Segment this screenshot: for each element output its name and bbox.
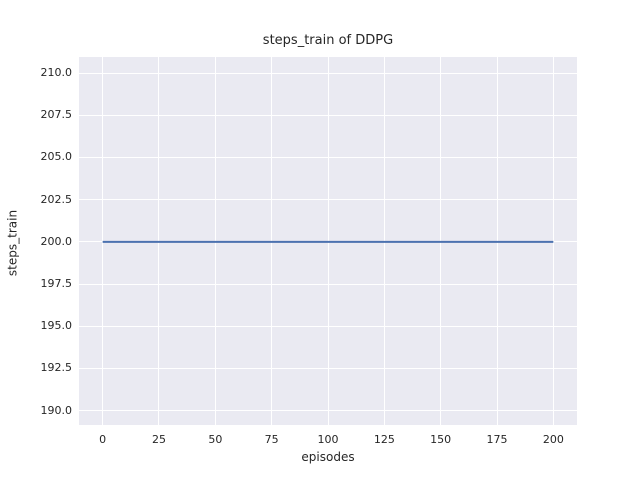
y-tick-label: 205.0 bbox=[40, 150, 73, 164]
x-axis-label: episodes bbox=[301, 450, 355, 464]
vertical-gridline bbox=[102, 57, 104, 425]
y-tick-label: 190.0 bbox=[40, 403, 73, 417]
y-tick-label: 197.5 bbox=[40, 277, 73, 291]
x-tick-label: 125 bbox=[373, 433, 395, 446]
x-tick-label: 0 bbox=[99, 433, 107, 446]
y-axis-label: steps_train bbox=[5, 209, 20, 277]
y-tick-label: 192.5 bbox=[40, 361, 73, 375]
y-tick-label: 200.0 bbox=[40, 234, 73, 248]
y-tick-label: 210.0 bbox=[40, 66, 73, 80]
x-tick-label: 150 bbox=[430, 433, 452, 446]
y-tick-label: 195.0 bbox=[40, 319, 73, 333]
y-tick-label: 207.5 bbox=[40, 108, 73, 122]
y-tick-label: 202.5 bbox=[40, 192, 73, 206]
x-tick-label: 75 bbox=[264, 433, 279, 446]
plot-area bbox=[79, 57, 577, 425]
x-tick-label: 50 bbox=[208, 433, 223, 446]
chart-title: steps_train of DDPG bbox=[262, 33, 394, 48]
x-tick-label: 25 bbox=[151, 433, 166, 446]
series-layer bbox=[102, 240, 554, 243]
x-tick-label: 100 bbox=[317, 433, 339, 446]
x-tick-label: 200 bbox=[542, 433, 564, 446]
x-tick-label: 175 bbox=[486, 433, 508, 446]
